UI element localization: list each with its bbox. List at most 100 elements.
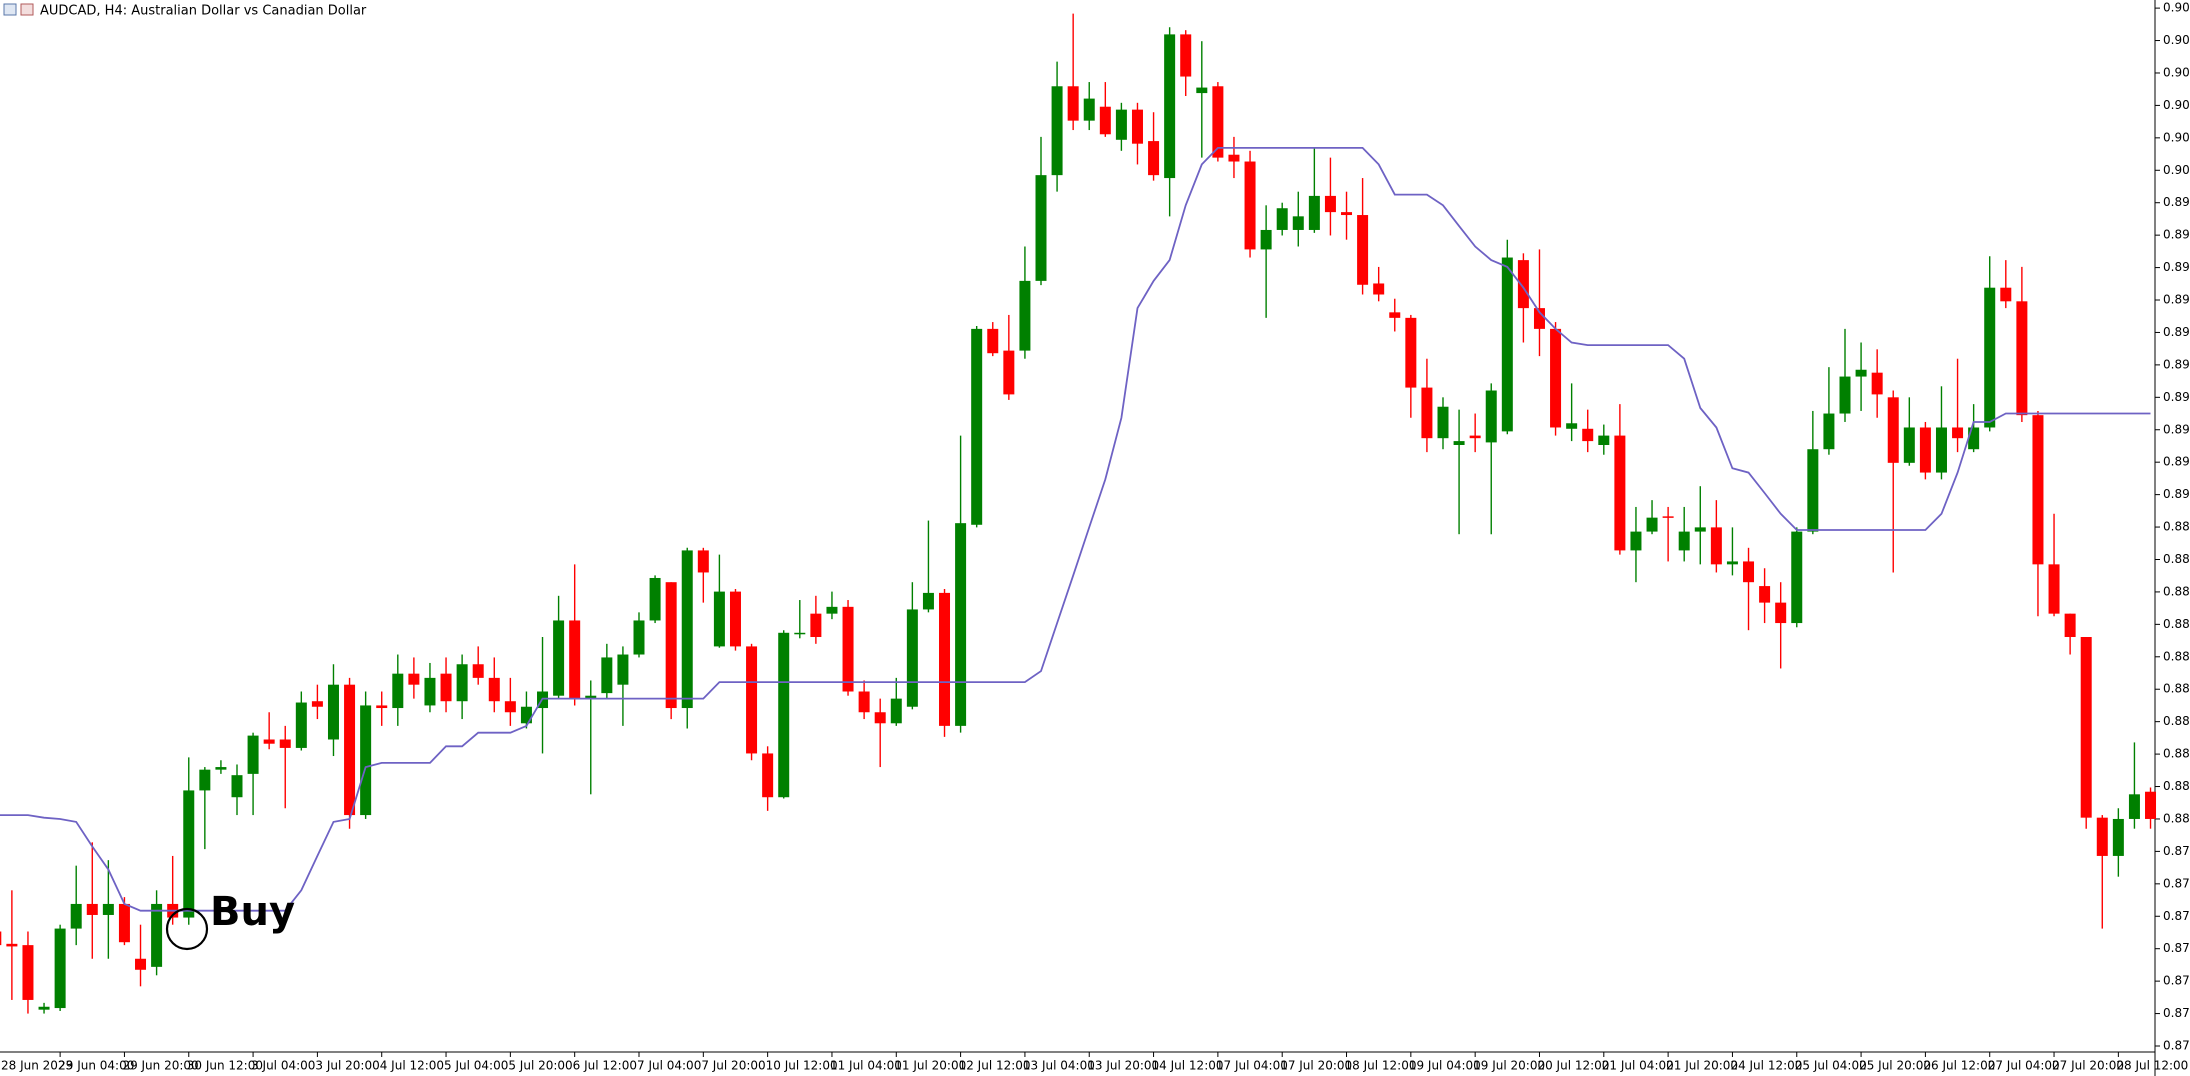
candle-body (6, 943, 18, 947)
x-tick-label: 28 Jun 2023 (1, 1059, 73, 1073)
candle-body (1212, 86, 1224, 158)
candle-body (2080, 637, 2092, 818)
y-tick-label: 0.89680 (2163, 293, 2190, 307)
x-tick-label: 28 Jul 12:00 (2116, 1059, 2188, 1073)
y-tick-label: 0.87780 (2163, 909, 2190, 923)
candle-body (118, 903, 130, 943)
y-tick-label: 0.89980 (2163, 195, 2190, 209)
x-tick-label: 7 Jul 20:00 (701, 1059, 765, 1073)
candle-body (553, 620, 565, 696)
candle-body (1292, 216, 1304, 230)
candle-body (1919, 427, 1931, 473)
candle-body (1180, 34, 1192, 77)
candle-body (1389, 312, 1401, 318)
candle-body (1550, 328, 1562, 428)
candle-body (1694, 527, 1706, 532)
candle-body (376, 705, 388, 709)
candle-body (987, 328, 999, 354)
candle-body (1003, 350, 1015, 395)
candle-body (1968, 427, 1980, 450)
candle-body (601, 657, 613, 694)
candle-body (1887, 397, 1899, 463)
x-tick-label: 19 Jul 04:00 (1409, 1059, 1481, 1073)
x-tick-label: 5 Jul 20:00 (508, 1059, 572, 1073)
candle-body (1469, 435, 1481, 439)
candle-body (1164, 34, 1176, 179)
candle-body (794, 632, 806, 635)
x-tick-label: 25 Jul 20:00 (1859, 1059, 1931, 1073)
candle-body (874, 712, 886, 724)
icon (3, 3, 17, 16)
x-tick-label: 30 Jun 12:00 (187, 1059, 263, 1073)
candle-body (1791, 531, 1803, 624)
chart-title: AUDCAD, H4: Australian Dollar vs Canadia… (40, 4, 367, 19)
candle-body (0, 931, 2, 946)
candle-body (1501, 257, 1513, 432)
candle-body (247, 735, 259, 774)
candle-body (1421, 387, 1433, 439)
candle-body (1083, 98, 1095, 121)
candle-body (215, 767, 227, 770)
candle-body (681, 550, 693, 709)
candle-body (1019, 280, 1031, 351)
candle-body (1405, 317, 1417, 388)
x-tick-label: 7 Jul 04:00 (637, 1059, 701, 1073)
candle-body (1871, 372, 1883, 395)
candle-body (1276, 208, 1288, 230)
y-tick-label: 0.87480 (2163, 1006, 2190, 1020)
candle-body (392, 673, 404, 709)
y-tick-label: 0.90480 (2163, 33, 2190, 47)
candle-body (54, 928, 66, 1009)
x-tick-label: 24 Jul 12:00 (1730, 1059, 1802, 1073)
candle-body (279, 739, 291, 748)
candle-body (778, 632, 790, 798)
x-tick-label: 21 Jul 20:00 (1666, 1059, 1738, 1073)
candle-body (1903, 427, 1915, 463)
candle-body (22, 945, 34, 1000)
y-tick-label: 0.88680 (2163, 617, 2190, 631)
x-tick-label: 12 Jul 12:00 (959, 1059, 1031, 1073)
candle-body (231, 775, 243, 798)
candle-body (585, 695, 597, 699)
y-tick-label: 0.88080 (2163, 811, 2190, 825)
x-tick-label: 6 Jul 12:00 (573, 1059, 637, 1073)
candle-body (1678, 531, 1690, 551)
candle-body (1807, 449, 1819, 532)
x-tick-label: 3 Jul 04:00 (251, 1059, 315, 1073)
y-tick-label: 0.87680 (2163, 941, 2190, 955)
candle-body (955, 523, 967, 726)
candle-body (2032, 415, 2044, 565)
candle-body (1743, 561, 1755, 583)
candle-body (2064, 613, 2076, 638)
candle-body (906, 609, 918, 707)
candle-body (1533, 308, 1545, 329)
candle-body (1067, 86, 1079, 121)
candle-body (746, 646, 758, 754)
candle-body (1517, 260, 1529, 309)
candle-body (2048, 564, 2060, 614)
y-tick-label: 0.87980 (2163, 844, 2190, 858)
x-tick-label: 10 Jul 12:00 (766, 1059, 838, 1073)
candle-body (102, 903, 114, 915)
y-tick-label: 0.87380 (2163, 1039, 2190, 1053)
candle-body (1630, 531, 1642, 551)
candle-body (1984, 287, 1996, 428)
x-tick-label: 18 Jul 12:00 (1345, 1059, 1417, 1073)
y-tick-label: 0.89880 (2163, 228, 2190, 242)
candle-body (2016, 301, 2028, 416)
y-tick-label: 0.88780 (2163, 584, 2190, 598)
y-tick-label: 0.90380 (2163, 65, 2190, 79)
y-tick-label: 0.89280 (2163, 422, 2190, 436)
candle-body (344, 684, 356, 816)
x-tick-label: 14 Jul 12:00 (1152, 1059, 1224, 1073)
y-tick-label: 0.87880 (2163, 876, 2190, 890)
candle-body (1260, 229, 1272, 250)
x-tick-label: 25 Jul 04:00 (1795, 1059, 1867, 1073)
y-tick-label: 0.89480 (2163, 357, 2190, 371)
candle-body (1662, 516, 1674, 518)
x-tick-label: 19 Jul 20:00 (1473, 1059, 1545, 1073)
candle-body (1855, 369, 1867, 377)
x-tick-label: 20 Jul 12:00 (1537, 1059, 1609, 1073)
y-tick-label: 0.88580 (2163, 649, 2190, 663)
candle-body (1839, 376, 1851, 414)
